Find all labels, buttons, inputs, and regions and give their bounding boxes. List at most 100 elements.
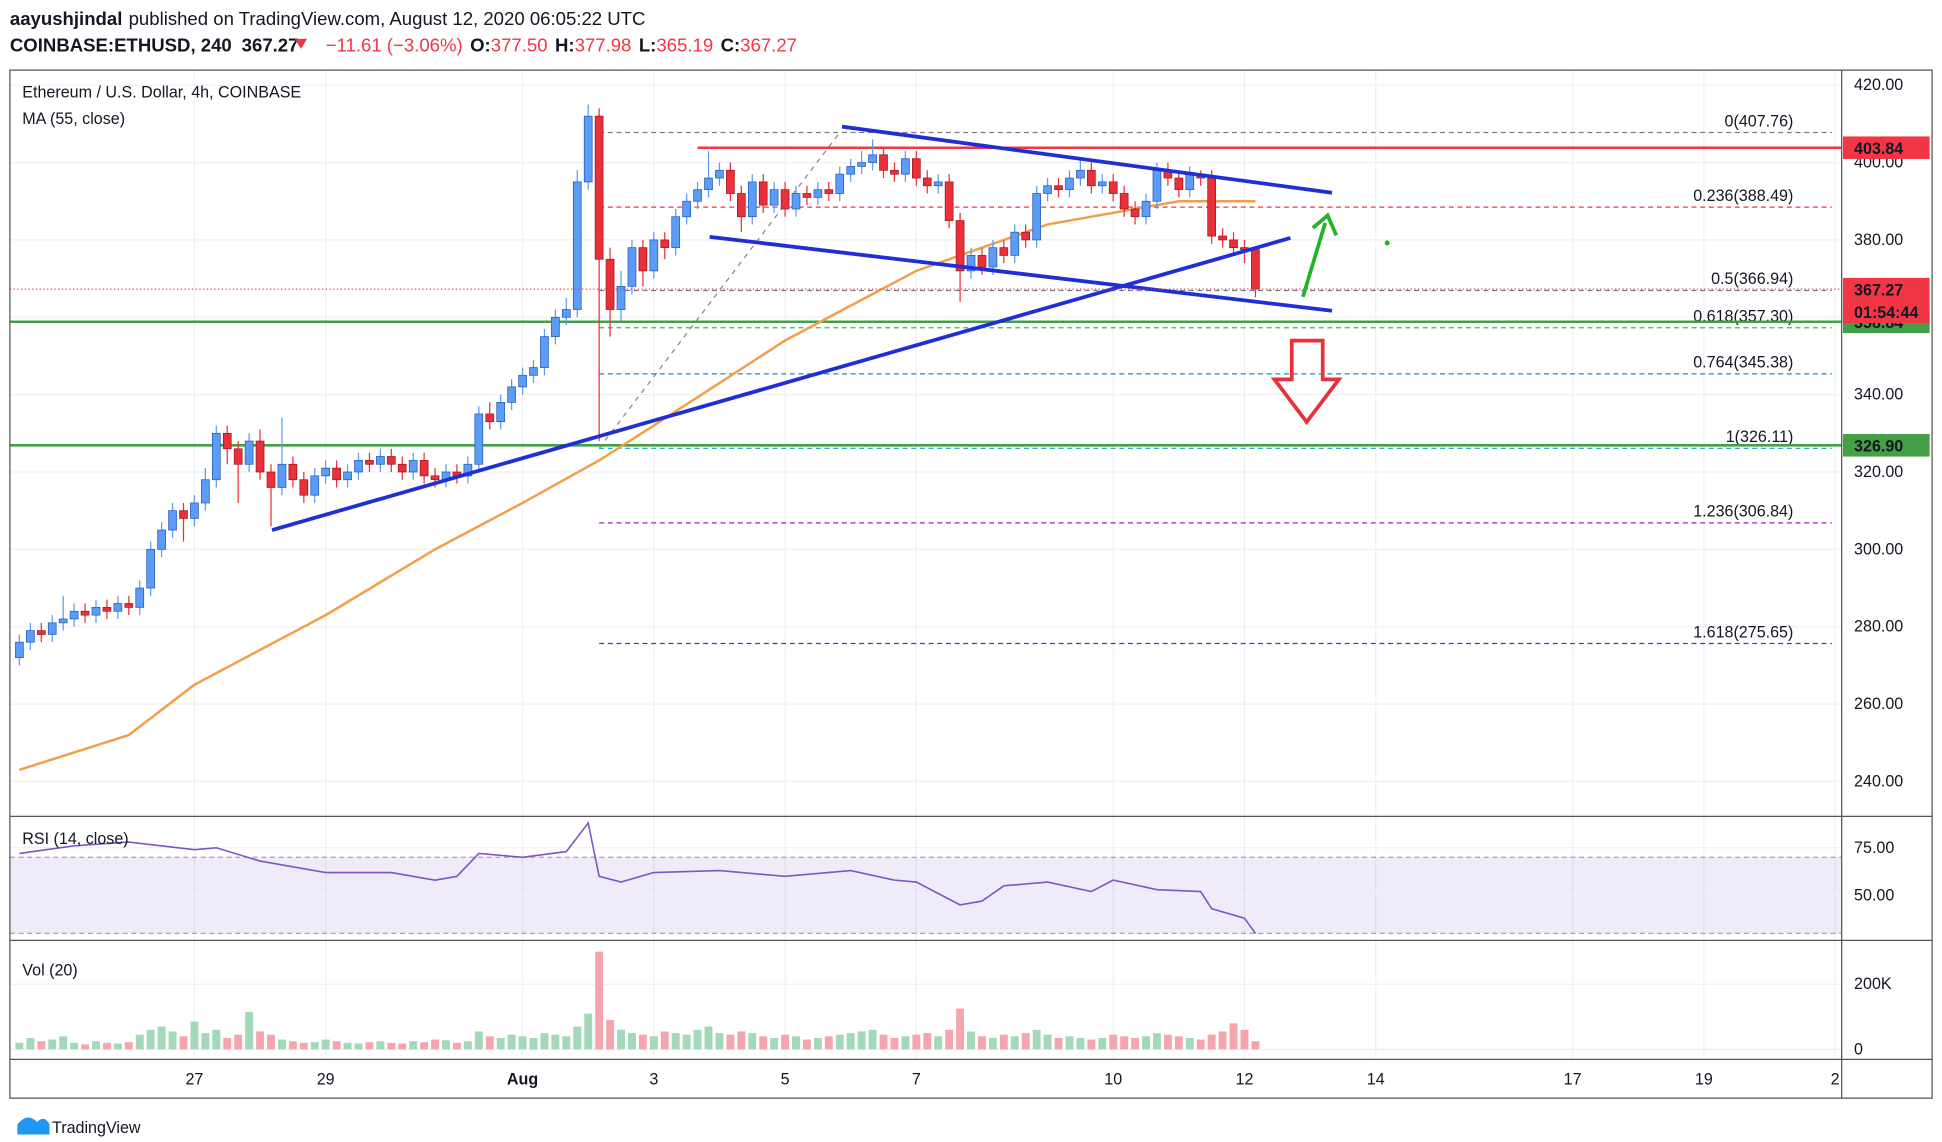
volume-bar bbox=[748, 1033, 757, 1050]
trend-line bbox=[841, 124, 1333, 195]
candle-body bbox=[594, 115, 604, 260]
candle-body bbox=[1032, 193, 1041, 241]
volume-bar bbox=[967, 1031, 975, 1050]
candle-body bbox=[802, 193, 812, 198]
candle-body bbox=[1141, 200, 1151, 218]
candle-body bbox=[758, 181, 768, 206]
volume-bar bbox=[201, 1033, 210, 1050]
candle-body bbox=[507, 386, 516, 403]
candle-body bbox=[1054, 185, 1063, 191]
candle-body bbox=[879, 154, 888, 171]
volume-bar bbox=[267, 1034, 275, 1050]
volume-bar bbox=[70, 1042, 79, 1050]
volume-bar bbox=[846, 1033, 855, 1050]
volume-bar bbox=[660, 1031, 669, 1050]
volume-bar bbox=[1043, 1034, 1052, 1050]
candle-body bbox=[660, 239, 670, 249]
fib-label: 0.236(388.49) bbox=[1693, 187, 1793, 205]
volume-bar bbox=[573, 1026, 582, 1050]
candle-body bbox=[999, 247, 1009, 256]
up-arrow bbox=[1301, 222, 1327, 298]
candle-body bbox=[299, 479, 309, 496]
volume-bar bbox=[452, 1042, 461, 1050]
volume-bar bbox=[956, 1008, 965, 1050]
candle-body bbox=[365, 460, 374, 465]
candle-body bbox=[726, 169, 735, 194]
plot-layer: 27 29 Aug 3 5 7 10 12 14 17 19 2 240.00 260.00 280.00 3… bbox=[9, 70, 1930, 1088]
volume-bar bbox=[1021, 1033, 1030, 1050]
change: −11.61 (−3.06%) bbox=[326, 34, 463, 55]
quote-line: COINBASE:ETHUSD, 240 367.27 −11.61 (−3.06%… bbox=[10, 34, 797, 55]
candle-body bbox=[572, 181, 582, 310]
candle-body bbox=[1218, 235, 1227, 241]
h-label: H: bbox=[555, 34, 575, 55]
volume-bar bbox=[37, 1041, 46, 1050]
candle-body bbox=[911, 158, 921, 179]
candle-body bbox=[1251, 249, 1260, 290]
candle-body bbox=[1087, 169, 1096, 187]
volume-bar bbox=[223, 1037, 232, 1050]
x-tick-label: 10 bbox=[1104, 1070, 1122, 1088]
candle-body bbox=[1065, 177, 1074, 191]
down-triangle bbox=[294, 38, 308, 49]
rsi-legend: RSI (14, close) bbox=[22, 830, 128, 848]
volume-bar bbox=[474, 1031, 483, 1050]
volume-bar bbox=[420, 1042, 429, 1050]
volume-bar bbox=[387, 1042, 396, 1050]
level-tag-label: 326.90 bbox=[1854, 437, 1903, 455]
frame bbox=[9, 69, 1933, 1099]
candle-body bbox=[1108, 181, 1118, 194]
logo bbox=[17, 1117, 50, 1135]
volume-bar bbox=[59, 1036, 68, 1050]
x-tick-label: Aug bbox=[507, 1070, 538, 1088]
volume-bar bbox=[977, 1036, 986, 1050]
volume-bar bbox=[113, 1043, 122, 1050]
candle-body bbox=[868, 154, 877, 163]
volume-bar bbox=[81, 1044, 90, 1050]
candle-body bbox=[408, 460, 418, 473]
volume-bar bbox=[26, 1037, 35, 1050]
volume-bar bbox=[1098, 1037, 1107, 1050]
volume-bar bbox=[310, 1042, 319, 1050]
y-tick-label: 260.00 bbox=[1854, 695, 1903, 713]
volume-bar bbox=[496, 1037, 505, 1050]
volume-bar bbox=[835, 1034, 844, 1050]
candle-body bbox=[146, 548, 156, 589]
candle-body bbox=[1010, 231, 1020, 256]
volume-bar bbox=[124, 1042, 133, 1050]
volume-bar bbox=[1153, 1033, 1161, 1050]
volume-bar bbox=[409, 1041, 418, 1050]
volume-bar bbox=[48, 1039, 57, 1050]
volume-bar bbox=[649, 1036, 658, 1050]
volume-bar bbox=[1142, 1036, 1150, 1050]
symbol: COINBASE:ETHUSD, 240 bbox=[10, 34, 232, 55]
y-tick-label: 340.00 bbox=[1854, 386, 1903, 404]
candle-body bbox=[135, 587, 145, 608]
x-tick-label: 5 bbox=[781, 1070, 790, 1088]
c-label: C: bbox=[721, 34, 741, 55]
author: aayushjindal bbox=[10, 8, 122, 29]
candle-body bbox=[496, 402, 506, 423]
volume-bar bbox=[1163, 1034, 1172, 1050]
candle-body bbox=[233, 448, 243, 465]
candle-body bbox=[255, 440, 265, 473]
c: 367.27 bbox=[740, 34, 797, 55]
fib-label: 0(407.76) bbox=[1725, 112, 1794, 130]
vol-tick-label: 0 bbox=[1854, 1040, 1863, 1058]
published: published on TradingView.com, August 12,… bbox=[129, 8, 646, 29]
candle-body bbox=[1076, 169, 1085, 179]
volume-bar bbox=[15, 1042, 24, 1050]
candle-body bbox=[1174, 177, 1184, 191]
candle-body bbox=[933, 181, 943, 187]
candle-body bbox=[988, 247, 998, 268]
volume-bar bbox=[759, 1036, 768, 1050]
candle-body bbox=[922, 177, 932, 187]
last-price-tag bbox=[1842, 277, 1930, 323]
volume-bar bbox=[802, 1039, 811, 1050]
volume-bar bbox=[256, 1031, 265, 1050]
x-tick-label: 27 bbox=[185, 1070, 203, 1088]
volume-bar bbox=[507, 1034, 516, 1050]
volume-bar bbox=[442, 1040, 450, 1050]
